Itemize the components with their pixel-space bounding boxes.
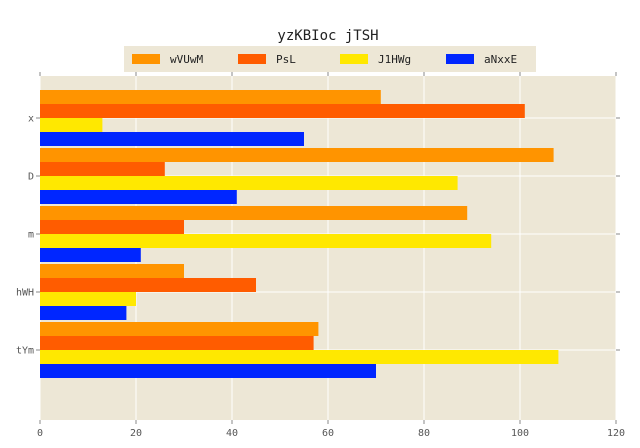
legend-label-wVUwM: wVUwM bbox=[170, 53, 203, 66]
legend-swatch-PsL bbox=[238, 54, 266, 64]
bar-J1HWg-D bbox=[40, 176, 458, 190]
x-tick-label: 120 bbox=[607, 428, 625, 439]
y-tick-label: D bbox=[28, 172, 34, 183]
bar-PsL-tYm bbox=[40, 336, 314, 350]
x-tick-label: 0 bbox=[37, 428, 43, 439]
chart-title: yzKBIoc jTSH bbox=[277, 28, 378, 44]
legend-swatch-wVUwM bbox=[132, 54, 160, 64]
bar-PsL-x bbox=[40, 104, 525, 118]
x-tick-labels: 0 20 40 60 80 100 120 bbox=[37, 72, 625, 439]
x-tick-label: 40 bbox=[226, 428, 238, 439]
y-tick-label: m bbox=[28, 230, 34, 241]
bar-J1HWg-m bbox=[40, 234, 492, 248]
legend-label-aNxxE: aNxxE bbox=[484, 53, 517, 66]
bar-aNxxE-x bbox=[40, 132, 304, 146]
bar-wVUwM-D bbox=[40, 148, 554, 162]
bar-PsL-D bbox=[40, 162, 165, 176]
legend: wVUwM PsL J1HWg aNxxE bbox=[132, 53, 517, 66]
bar-wVUwM-tYm bbox=[40, 322, 319, 336]
legend-label-J1HWg: J1HWg bbox=[378, 53, 411, 66]
bar-wVUwM-x bbox=[40, 90, 381, 104]
bar-aNxxE-tYm bbox=[40, 364, 376, 378]
x-tick-label: 100 bbox=[511, 428, 529, 439]
x-tick-label: 80 bbox=[418, 428, 430, 439]
bar-PsL-m bbox=[40, 220, 184, 234]
bars bbox=[40, 90, 559, 378]
x-tick-label: 20 bbox=[130, 428, 142, 439]
bar-J1HWg-hWH bbox=[40, 292, 136, 306]
bar-J1HWg-x bbox=[40, 118, 103, 132]
y-tick-labels: x Dm hWH tYm bbox=[16, 114, 620, 357]
y-tick-label: x bbox=[28, 114, 34, 125]
bar-J1HWg-tYm bbox=[40, 350, 559, 364]
x-tick-label: 60 bbox=[322, 428, 334, 439]
legend-swatch-aNxxE bbox=[446, 54, 474, 64]
legend-swatch-J1HWg bbox=[340, 54, 368, 64]
legend-label-PsL: PsL bbox=[276, 53, 296, 66]
y-tick-label: hWH bbox=[16, 288, 34, 299]
bar-PsL-hWH bbox=[40, 278, 256, 292]
bar-aNxxE-D bbox=[40, 190, 237, 204]
bar-aNxxE-m bbox=[40, 248, 141, 262]
bar-wVUwM-m bbox=[40, 206, 468, 220]
bar-wVUwM-hWH bbox=[40, 264, 184, 278]
y-tick-label: tYm bbox=[16, 346, 34, 357]
bar-aNxxE-hWH bbox=[40, 306, 127, 320]
